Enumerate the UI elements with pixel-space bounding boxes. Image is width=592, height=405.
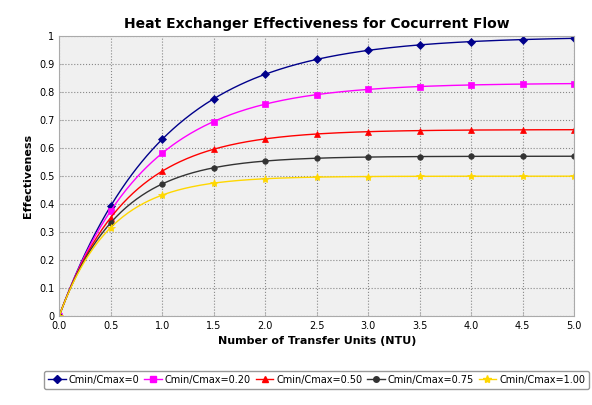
Cmin/Cmax=1.00 bbox=[313, 175, 320, 179]
Cmin/Cmax=0 bbox=[571, 36, 578, 41]
Cmin/Cmax=1.00 bbox=[56, 313, 63, 318]
Cmin/Cmax=0 bbox=[159, 137, 166, 142]
Cmin/Cmax=0.50 bbox=[416, 128, 423, 133]
Cmin/Cmax=0.75 bbox=[313, 156, 320, 161]
Cmin/Cmax=0.20 bbox=[262, 102, 269, 107]
Cmin/Cmax=1.00 bbox=[468, 174, 475, 179]
Line: Cmin/Cmax=0.20: Cmin/Cmax=0.20 bbox=[56, 81, 577, 319]
Cmin/Cmax=0 bbox=[262, 72, 269, 77]
Cmin/Cmax=0.20 bbox=[210, 119, 217, 124]
Cmin/Cmax=0.75 bbox=[519, 154, 526, 159]
Line: Cmin/Cmax=0.75: Cmin/Cmax=0.75 bbox=[56, 153, 577, 319]
Cmin/Cmax=0.75 bbox=[365, 155, 372, 160]
Cmin/Cmax=0.75 bbox=[416, 154, 423, 159]
Cmin/Cmax=0.75 bbox=[210, 165, 217, 170]
Cmin/Cmax=0 bbox=[313, 57, 320, 62]
Cmin/Cmax=1.00 bbox=[262, 176, 269, 181]
Cmin/Cmax=0.50 bbox=[210, 147, 217, 151]
Title: Heat Exchanger Effectiveness for Cocurrent Flow: Heat Exchanger Effectiveness for Cocurre… bbox=[124, 17, 510, 31]
Cmin/Cmax=0.50 bbox=[519, 128, 526, 132]
Cmin/Cmax=0.75 bbox=[262, 159, 269, 164]
Cmin/Cmax=0.20 bbox=[107, 209, 114, 213]
Cmin/Cmax=0 bbox=[56, 313, 63, 318]
Cmin/Cmax=0.20 bbox=[571, 81, 578, 86]
Cmin/Cmax=0.50 bbox=[468, 128, 475, 132]
Cmin/Cmax=0 bbox=[210, 96, 217, 101]
Cmin/Cmax=0.75 bbox=[159, 181, 166, 186]
Cmin/Cmax=0 bbox=[365, 48, 372, 53]
Cmin/Cmax=0.50 bbox=[56, 313, 63, 318]
Y-axis label: Effectiveness: Effectiveness bbox=[24, 134, 33, 218]
Cmin/Cmax=0.50 bbox=[365, 129, 372, 134]
Cmin/Cmax=0.20 bbox=[159, 151, 166, 156]
Cmin/Cmax=0.75 bbox=[107, 220, 114, 225]
Cmin/Cmax=0 bbox=[416, 43, 423, 47]
Cmin/Cmax=0.20 bbox=[56, 313, 63, 318]
Cmin/Cmax=0.20 bbox=[313, 92, 320, 97]
Cmin/Cmax=1.00 bbox=[210, 181, 217, 185]
X-axis label: Number of Transfer Units (NTU): Number of Transfer Units (NTU) bbox=[217, 336, 416, 346]
Cmin/Cmax=0.20 bbox=[365, 87, 372, 92]
Cmin/Cmax=1.00 bbox=[159, 193, 166, 198]
Legend: Cmin/Cmax=0, Cmin/Cmax=0.20, Cmin/Cmax=0.50, Cmin/Cmax=0.75, Cmin/Cmax=1.00: Cmin/Cmax=0, Cmin/Cmax=0.20, Cmin/Cmax=0… bbox=[44, 371, 589, 389]
Cmin/Cmax=1.00 bbox=[519, 174, 526, 179]
Cmin/Cmax=0.50 bbox=[159, 169, 166, 174]
Line: Cmin/Cmax=0.50: Cmin/Cmax=0.50 bbox=[56, 127, 577, 319]
Cmin/Cmax=0 bbox=[468, 39, 475, 44]
Cmin/Cmax=1.00 bbox=[571, 174, 578, 179]
Cmin/Cmax=0.50 bbox=[262, 136, 269, 141]
Cmin/Cmax=0 bbox=[107, 204, 114, 209]
Line: Cmin/Cmax=0: Cmin/Cmax=0 bbox=[56, 36, 577, 319]
Cmin/Cmax=0.50 bbox=[313, 132, 320, 136]
Cmin/Cmax=0.50 bbox=[571, 127, 578, 132]
Cmin/Cmax=1.00 bbox=[107, 225, 114, 230]
Cmin/Cmax=0.75 bbox=[468, 154, 475, 159]
Cmin/Cmax=0.50 bbox=[107, 215, 114, 220]
Cmin/Cmax=1.00 bbox=[365, 174, 372, 179]
Line: Cmin/Cmax=1.00: Cmin/Cmax=1.00 bbox=[55, 172, 578, 320]
Cmin/Cmax=0.20 bbox=[416, 84, 423, 89]
Cmin/Cmax=0.75 bbox=[56, 313, 63, 318]
Cmin/Cmax=0.20 bbox=[519, 82, 526, 87]
Cmin/Cmax=1.00 bbox=[416, 174, 423, 179]
Cmin/Cmax=0.20 bbox=[468, 83, 475, 87]
Cmin/Cmax=0 bbox=[519, 37, 526, 42]
Cmin/Cmax=0.75 bbox=[571, 154, 578, 159]
